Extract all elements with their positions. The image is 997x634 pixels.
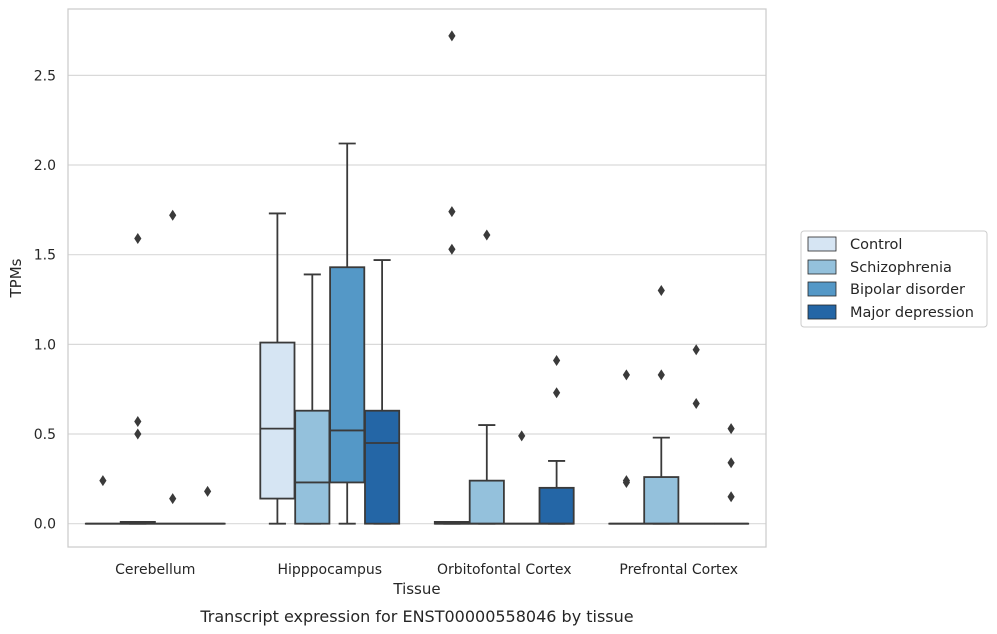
box-group [84,475,121,525]
outlier-point [169,493,177,505]
outlier-point [622,476,630,488]
y-tick-label: 0.0 [34,517,56,533]
outlier-point [727,491,735,503]
y-tick-label: 2.0 [34,158,56,174]
box-plot-area [84,30,750,525]
outlier-point [169,209,177,221]
x-tick-label: Cerebellum [115,562,195,578]
outlier-point [99,475,107,487]
outlier-point [448,243,456,255]
y-axis-label: TPMs [7,258,25,298]
outlier-point [553,387,561,399]
box-group [468,229,505,525]
legend-label-schizophrenia: Schizophrenia [850,260,952,276]
outlier-point [448,206,456,218]
box-group [713,423,750,525]
outlier-point [692,398,700,410]
box-group [433,30,470,525]
box-group [364,259,401,525]
outlier-point [727,457,735,469]
box-group [608,369,645,525]
legend: Control Schizophrenia Bipolar disorder M… [800,230,988,328]
outlier-point [134,428,142,440]
x-tick-label: Prefrontal Cortex [619,562,738,578]
legend-label-major-depression: Major depression [850,305,974,321]
legend-label-bipolar-disorder: Bipolar disorder [850,282,965,298]
outlier-point [448,30,456,42]
box-group [189,485,226,525]
legend-label-control: Control [850,237,902,253]
outlier-point [553,354,561,366]
outlier-point [657,285,665,297]
y-tick-label: 2.5 [34,68,56,84]
outlier-point [622,369,630,381]
box-group [154,209,191,525]
x-tick-label: Hipppocampus [277,562,382,578]
axes: 0.0 0.5 1.0 1.5 2.0 2.5 Cerebellum Hipppocampus… [34,68,738,578]
outlier-point [204,485,212,497]
box-group [119,233,156,525]
box-body [294,409,331,525]
box-group [329,142,366,525]
box-body [329,266,366,484]
box-group [259,212,296,525]
box-group [503,430,540,525]
x-axis-label: Tissue [392,580,440,598]
legend-swatch-major-depression [807,304,837,320]
legend-swatch-bipolar-disorder [807,281,837,297]
x-tick-label: Orbitofontal Cortex [437,562,572,578]
box-body [468,479,505,525]
y-tick-label: 0.5 [34,427,56,443]
box-group [538,354,575,525]
y-tick-label: 1.5 [34,248,56,264]
y-tick-label: 1.0 [34,337,56,353]
legend-swatch-schizophrenia [807,259,837,275]
box-group [294,273,331,525]
outlier-point [518,430,526,442]
box-body [643,476,680,525]
chart-caption: Transcript expression for ENST0000055804… [199,607,633,626]
outlier-point [134,415,142,427]
legend-swatch-control [807,236,837,252]
outlier-point [692,344,700,356]
box-body [538,486,575,525]
outlier-point [483,229,491,241]
plot-frame [67,8,767,548]
outlier-point [134,233,142,245]
box-group [643,285,680,525]
outlier-point [657,369,665,381]
box-body [259,341,296,500]
outlier-point [727,423,735,435]
box-body [364,409,401,525]
legend-frame [800,230,988,328]
